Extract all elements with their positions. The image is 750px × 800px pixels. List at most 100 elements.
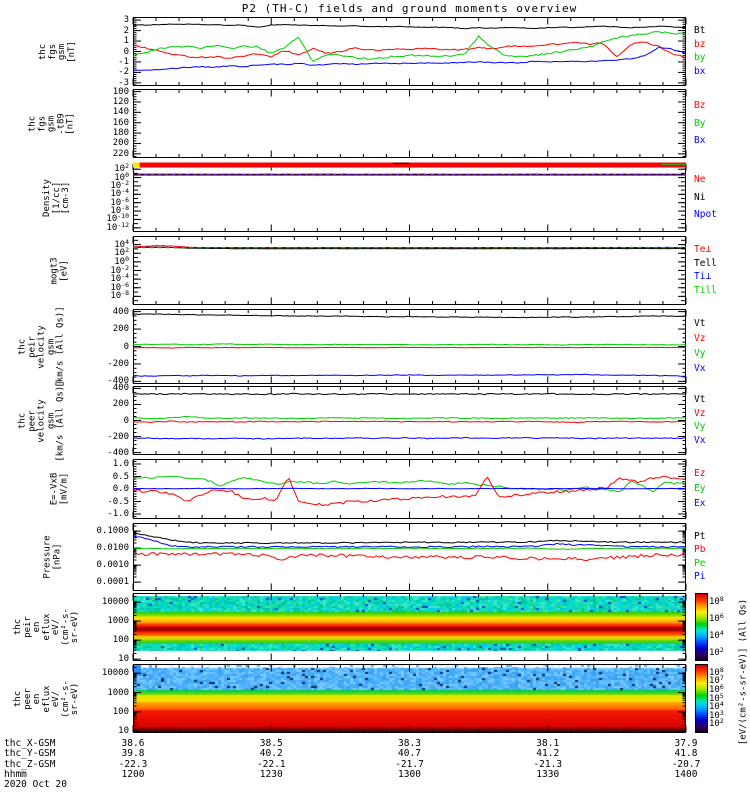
peer_eflux-plot: [132, 664, 687, 733]
legend-Vz: Vz: [694, 407, 706, 419]
y-tick-label: 0: [123, 46, 129, 57]
y-tick-label: 1000: [107, 616, 129, 627]
time-tick-column-1400: 37.9 41.8 -20.7 1400: [646, 738, 726, 781]
y-axis-label-text: thc peer en eflux eV/(cm²-s-sr-eV): [13, 680, 81, 718]
panel-mogt3: [132, 236, 687, 305]
series-Vx: [132, 373, 687, 377]
y-tick-label: 10-8: [110, 204, 129, 217]
y-tick-label: 0.0001: [96, 577, 129, 588]
y-tick-label: 1000: [107, 687, 129, 698]
y-tick-label: 100: [112, 706, 129, 717]
colorbar-tick-label: 105: [709, 691, 724, 704]
legend-Vt: Vt: [694, 318, 706, 329]
legend-Vt: Vt: [694, 393, 706, 405]
exponent: 5: [719, 691, 724, 700]
date-label: 2020 Oct 20: [4, 779, 67, 790]
y-tick-label: 100: [112, 635, 129, 646]
plot-title: P2 (TH-C) fields and ground moments over…: [241, 2, 578, 15]
peir_eflux-spectrogram: [134, 594, 685, 660]
legend-Vx: Vx: [694, 363, 706, 374]
time-tick-column-1230: 38.5 40.2 -22.1 1230: [231, 738, 311, 781]
exponent: 8: [719, 594, 724, 603]
y-tick-label: -0.5: [107, 496, 129, 507]
y-axis-label-text: thc fgs gsm [nT]: [38, 41, 77, 63]
series-Ez: [132, 475, 687, 507]
colorbar-tick-label: 102: [709, 645, 724, 658]
x-gsm-value: 37.9: [674, 738, 698, 749]
bottom-row-label-2: thc_Z-GSM: [4, 758, 56, 770]
label-line: [nPa]: [52, 543, 62, 571]
y-tick-label: 100: [114, 254, 129, 267]
legend-Ex: Ex: [694, 498, 706, 509]
series-by: [132, 31, 687, 63]
legend-Pt: Pt: [694, 530, 706, 542]
legend-Pb: Pb: [694, 544, 706, 556]
y-tick-label: 1.0: [112, 459, 129, 469]
series-bx: [132, 46, 687, 72]
y-tick-label: 180: [112, 128, 129, 139]
label-line: sr-eV): [69, 610, 80, 644]
legend-Ni: Ni: [694, 191, 706, 203]
y-tick-label: 0.0010: [96, 560, 129, 571]
exponent: -2: [121, 178, 129, 187]
label-line: [mV/m]: [59, 472, 69, 506]
mogt3-plot: [132, 236, 687, 305]
legend-Ti⊥: Ti⊥: [694, 271, 712, 283]
y-tick-label: 120: [112, 96, 129, 107]
series-Vx: [132, 436, 687, 440]
z-gsm-value: -21.7: [395, 758, 424, 770]
time-tick-column-1330: 38.1 41.2 -21.3 1330: [508, 738, 588, 781]
series-Vt: [132, 313, 687, 319]
y-tick-label: 200: [112, 399, 129, 410]
label-line: sr-eV): [69, 682, 80, 715]
y-axis-label-text: Pressure [nPa]: [43, 535, 63, 578]
exponent: 6: [719, 611, 724, 620]
legend-Ez: Ez: [694, 468, 706, 479]
z-gsm-value: -22.3: [118, 758, 148, 770]
colorbar-tick-label: 104: [709, 700, 724, 713]
density-plot: [132, 162, 687, 232]
y-tick-label: -400: [107, 376, 129, 387]
series-Pt: [132, 532, 687, 545]
y-tick-label: -200: [107, 431, 129, 442]
z-gsm-value: -21.3: [533, 758, 563, 770]
y-tick-label: -1: [118, 56, 129, 67]
fgs_gsm-plot: [132, 17, 687, 86]
colorbar-tick-label: 102: [709, 717, 724, 730]
y-tick-label: -2: [118, 67, 129, 78]
y-axis-label-text: thc fgs gsm -t89 [nT]: [27, 113, 76, 135]
panel-peir_eflux: [132, 593, 687, 661]
exponent: 4: [125, 237, 129, 246]
panel-peer_velocity: [132, 386, 687, 455]
y-tick-label: 100: [114, 170, 129, 183]
exponent: -6: [121, 195, 129, 204]
colorbar-tick-label: 108: [709, 665, 724, 678]
exponent: 8: [719, 665, 724, 674]
exponent: -8: [121, 204, 129, 213]
exponent: -10: [117, 212, 129, 221]
label-line: [eV]: [59, 259, 69, 282]
y-tick-label: 100: [112, 86, 129, 97]
y-tick-label: 10: [118, 726, 129, 737]
y-tick-label: 10-6: [110, 195, 129, 208]
y-tick-label: 0.0: [112, 484, 129, 494]
series-Vy: [132, 415, 686, 420]
exponent: -8: [121, 289, 129, 298]
colorbar-2: [695, 664, 708, 733]
y-tick-label: 200: [112, 324, 129, 335]
y-tick-label: -400: [107, 447, 129, 458]
y-tick-label: 160: [112, 117, 129, 128]
y-tick-label: 10000: [101, 597, 129, 608]
legend-bz: bz: [694, 38, 706, 50]
x-gsm-value: 38.6: [121, 738, 145, 749]
legend-Till: Till: [694, 285, 717, 297]
bottom-row-label-3: hhmm: [4, 769, 27, 781]
y-tick-label: 0: [123, 341, 129, 352]
y-tick-label: 10000: [101, 668, 129, 679]
y-tick-label: 220: [112, 148, 129, 159]
y-tick-label: 1: [123, 36, 129, 47]
exponent: 2: [125, 162, 129, 171]
panel-pressure: [132, 523, 687, 591]
y-tick-label: -1.0: [107, 509, 129, 519]
colorbar-tick-label: 106: [709, 611, 724, 624]
